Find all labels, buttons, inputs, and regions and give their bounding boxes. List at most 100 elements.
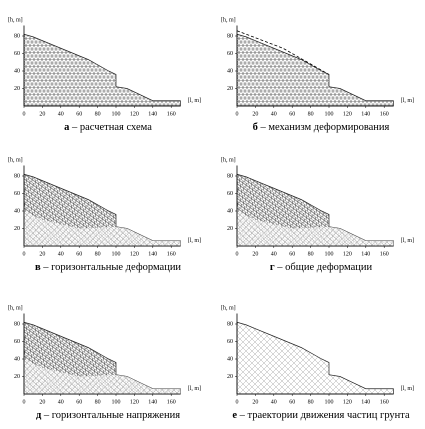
light-zone xyxy=(24,359,181,394)
x-tick-label: 0 xyxy=(236,399,239,405)
caption: д – горизонтальные напряжения xyxy=(36,410,180,421)
y-tick-label: 20 xyxy=(14,86,20,92)
caption: б – механизм деформирования xyxy=(253,122,390,133)
x-tick-label: 40 xyxy=(58,251,64,257)
x-tick-label: 160 xyxy=(380,111,389,117)
caption-letter: д xyxy=(36,410,42,421)
x-tick-label: 140 xyxy=(148,251,157,257)
x-tick-label: 0 xyxy=(236,111,239,117)
x-tick-label: 20 xyxy=(252,111,258,117)
x-tick-label: 40 xyxy=(271,251,277,257)
x-tick-label: 60 xyxy=(289,399,295,405)
x-tick-label: 40 xyxy=(58,399,64,405)
caption-letter: в xyxy=(35,262,41,273)
x-tick-label: 160 xyxy=(167,251,176,257)
x-tick-label: 120 xyxy=(343,399,352,405)
x-tick-label: 20 xyxy=(252,399,258,405)
y-tick-label: 80 xyxy=(227,33,233,39)
y-tick-label: 40 xyxy=(227,68,233,74)
slope-mesh xyxy=(236,321,394,395)
y-tick-label: 60 xyxy=(14,339,20,345)
y-tick-label: 60 xyxy=(14,191,20,197)
x-tick-label: 100 xyxy=(325,111,334,117)
x-tick-label: 0 xyxy=(23,111,26,117)
x-tick-label: 60 xyxy=(289,251,295,257)
x-tick-label: 140 xyxy=(361,399,370,405)
x-tick-label: 160 xyxy=(380,399,389,405)
x-tick-label: 80 xyxy=(308,399,314,405)
y-tick-label: 80 xyxy=(227,321,233,327)
y-tick-label: 40 xyxy=(14,356,20,362)
x-tick-label: 140 xyxy=(148,399,157,405)
x-axis-label: [l, m] xyxy=(188,386,201,392)
x-tick-label: 80 xyxy=(95,399,101,405)
x-tick-label: 20 xyxy=(39,111,45,117)
x-tick-label: 0 xyxy=(236,251,239,257)
y-tick-label: 80 xyxy=(227,173,233,179)
light-zone xyxy=(237,211,394,246)
x-tick-label: 120 xyxy=(130,251,139,257)
caption-letter: г xyxy=(270,262,275,273)
x-axis-label: [l, m] xyxy=(188,238,201,244)
x-tick-label: 160 xyxy=(167,399,176,405)
y-tick-label: 20 xyxy=(14,374,20,380)
x-tick-label: 120 xyxy=(343,111,352,117)
caption: а – расчетная схема xyxy=(64,122,152,133)
x-tick-label: 20 xyxy=(39,251,45,257)
y-tick-label: 40 xyxy=(14,208,20,214)
caption: в – горизонтальные деформации xyxy=(35,262,181,273)
x-tick-label: 80 xyxy=(95,251,101,257)
panel: 0 20 40 60 80 100 120 140 160 20 40 60 80 [h, m] [l, m… xyxy=(8,18,201,134)
x-tick-label: 140 xyxy=(148,111,157,117)
y-tick-label: 40 xyxy=(227,356,233,362)
y-axis-label: [h, m] xyxy=(221,18,236,24)
x-tick-label: 160 xyxy=(380,251,389,257)
light-zone xyxy=(24,211,181,246)
y-axis-label: [h, m] xyxy=(221,158,236,164)
panel: 0 20 40 60 80 100 120 140 160 20 40 60 80 [h, m] [l, m… xyxy=(221,306,414,422)
y-tick-label: 40 xyxy=(14,68,20,74)
x-tick-label: 40 xyxy=(271,399,277,405)
x-tick-label: 120 xyxy=(343,251,352,257)
slip-line xyxy=(236,30,330,75)
panel: 0 20 40 60 80 100 120 140 160 20 40 60 80 [h, m] [l, m… xyxy=(221,158,414,274)
y-tick-label: 80 xyxy=(14,33,20,39)
caption-text: – общие деформации xyxy=(275,262,373,273)
slope-mesh xyxy=(236,33,394,107)
x-tick-label: 40 xyxy=(271,111,277,117)
x-axis-label: [l, m] xyxy=(401,238,414,244)
x-tick-label: 100 xyxy=(325,251,334,257)
caption-text: – траектории движения частиц грунта xyxy=(237,410,410,421)
caption-letter: е xyxy=(232,410,237,421)
y-tick-label: 40 xyxy=(227,208,233,214)
x-tick-label: 80 xyxy=(308,111,314,117)
y-tick-label: 60 xyxy=(14,51,20,57)
x-tick-label: 120 xyxy=(130,399,139,405)
y-tick-label: 80 xyxy=(14,321,20,327)
caption-text: – горизонтальные напряжения xyxy=(41,410,180,421)
y-axis-label: [h, m] xyxy=(8,306,23,312)
y-tick-label: 60 xyxy=(227,191,233,197)
y-tick-label: 20 xyxy=(227,226,233,232)
y-tick-label: 60 xyxy=(227,339,233,345)
y-tick-label: 20 xyxy=(14,226,20,232)
x-axis-label: [l, m] xyxy=(188,98,201,104)
x-tick-label: 120 xyxy=(130,111,139,117)
caption-letter: б xyxy=(253,122,258,133)
x-tick-label: 100 xyxy=(112,399,121,405)
panel: 0 20 40 60 80 100 120 140 160 20 40 60 80 [h, m] [l, m… xyxy=(8,306,201,422)
x-tick-label: 60 xyxy=(76,251,82,257)
y-tick-label: 20 xyxy=(227,86,233,92)
y-tick-label: 20 xyxy=(227,374,233,380)
x-tick-label: 100 xyxy=(325,399,334,405)
x-tick-label: 140 xyxy=(361,111,370,117)
caption-text: – механизм деформирования xyxy=(258,122,390,133)
x-tick-label: 80 xyxy=(95,111,101,117)
x-tick-label: 20 xyxy=(39,399,45,405)
x-tick-label: 60 xyxy=(76,111,82,117)
x-tick-label: 100 xyxy=(112,111,121,117)
x-tick-label: 20 xyxy=(252,251,258,257)
x-tick-label: 60 xyxy=(289,111,295,117)
caption-text: – расчетная схема xyxy=(69,122,152,133)
